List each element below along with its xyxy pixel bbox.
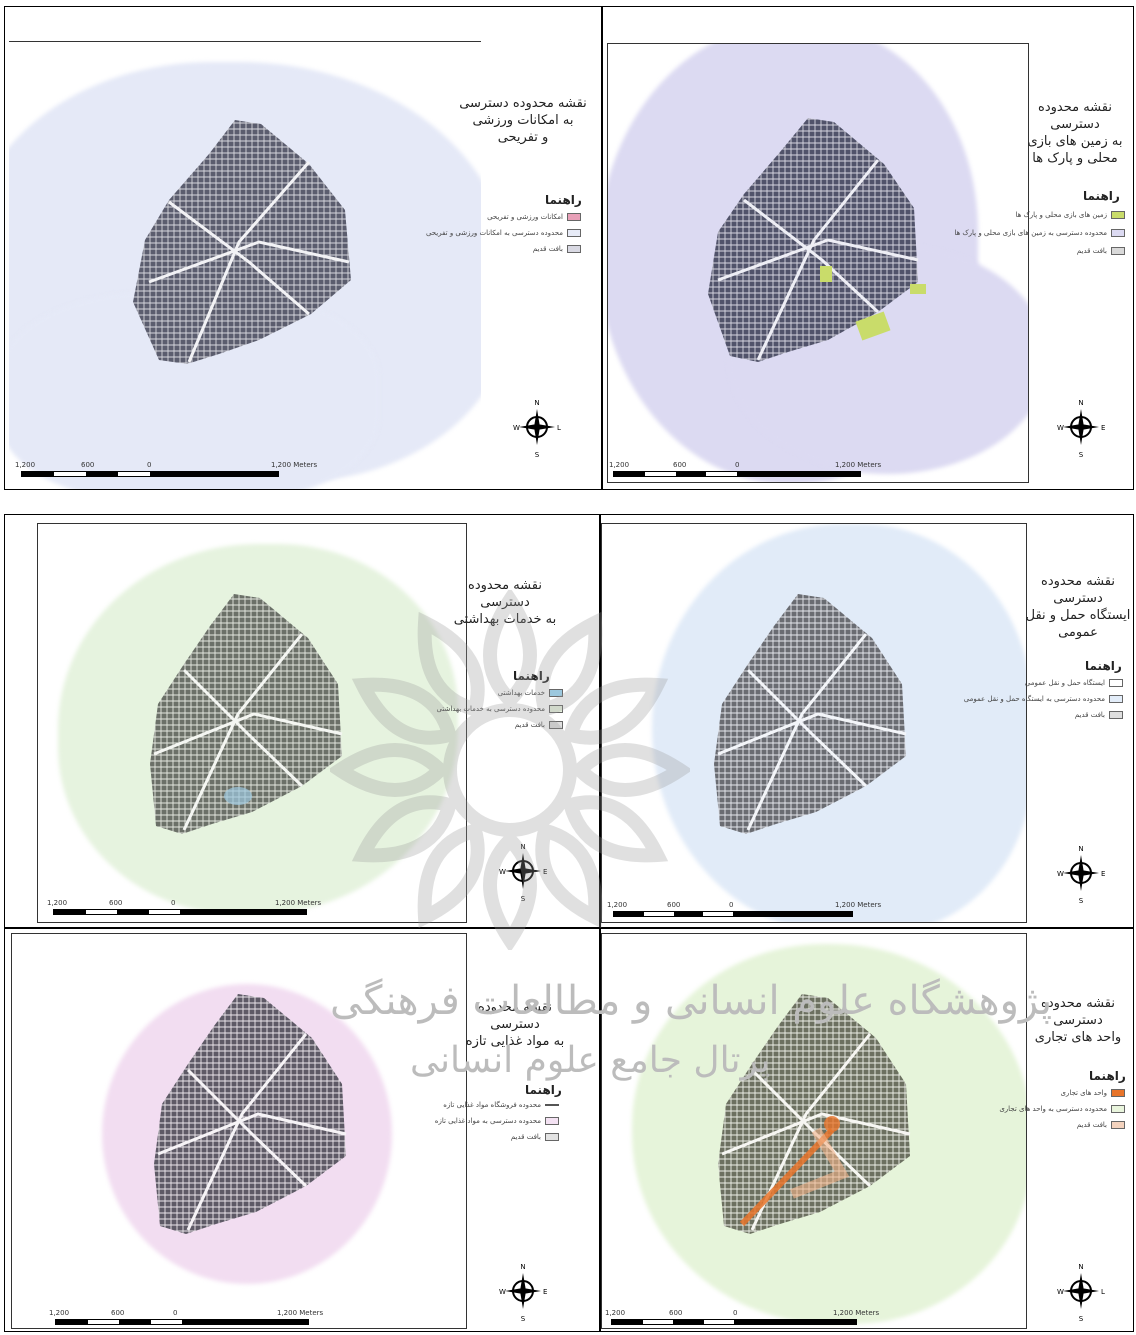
legend-title: راهنما <box>545 193 582 207</box>
svg-text:N: N <box>520 1263 525 1271</box>
scale-bar: 1,200 600 0 1,200 Meters <box>609 461 881 483</box>
svg-text:N: N <box>1078 399 1083 407</box>
svg-text:W: W <box>499 1288 506 1296</box>
map-title: نقشه محدوده دسترسی واحد های تجاری <box>1034 996 1122 1045</box>
legend-item: بافت قدیم <box>1077 1121 1125 1129</box>
old-city-fabric <box>133 120 351 364</box>
legend-item: بافت قدیم <box>511 1133 559 1141</box>
svg-text:S: S <box>1079 451 1084 459</box>
svg-text:W: W <box>513 424 520 432</box>
legend-title: راهنما <box>1089 1069 1126 1083</box>
map-frame <box>11 933 467 1329</box>
svg-text:N: N <box>520 843 525 851</box>
old-city-fabric <box>718 994 911 1234</box>
legend-item: محدوده دسترسی به مواد غذایی تازه <box>435 1117 559 1125</box>
map-panel-parks: نقشه محدوده دسترسی به زمین های بازی محلی و… <box>602 6 1134 490</box>
map-frame <box>9 41 481 489</box>
north-arrow-icon: N S W L <box>1057 1263 1105 1323</box>
svg-text:E: E <box>543 1288 547 1296</box>
legend-title: راهنما <box>513 669 550 683</box>
old-city-fabric <box>714 594 907 834</box>
map-frame <box>607 43 1029 483</box>
legend-item: محدوده دسترسی به امکانات ورزشی و تفریحی <box>426 229 581 237</box>
legend-title: راهنما <box>525 1083 562 1097</box>
north-arrow-icon: N S W L <box>513 399 561 459</box>
scale-bar: 1,200 600 0 1,200 Meters <box>49 1309 323 1331</box>
svg-text:L: L <box>1101 1288 1105 1296</box>
map-title: نقشه محدوده دسترسی به خدمات بهداشتی <box>453 578 557 627</box>
scale-bar: 1,200 600 0 1,200 Meters <box>47 899 321 921</box>
legend-item: امکانات ورزشی و تفریحی <box>487 213 581 221</box>
svg-text:W: W <box>1057 1288 1064 1296</box>
legend-item: محدوده دسترسی به واحد های تجاری <box>999 1105 1125 1113</box>
old-city-fabric <box>154 994 347 1234</box>
svg-text:S: S <box>1079 1315 1084 1323</box>
old-city-fabric <box>150 594 343 834</box>
legend-item: ایستگاه حمل و نقل عمومی <box>1025 679 1123 687</box>
map-frame <box>601 523 1027 923</box>
legend-item: بافت قدیم <box>1077 247 1125 255</box>
north-arrow-icon: N S W E <box>1057 399 1105 459</box>
map-panel-health: نقشه محدوده دسترسی به خدمات بهداشتی راهنم… <box>4 514 600 928</box>
legend-item: بافت قدیم <box>533 245 581 253</box>
legend-item: بافت قدیم <box>1075 711 1123 719</box>
map-panel-commercial: نقشه محدوده دسترسی واحد های تجاری راهنما … <box>600 928 1134 1332</box>
map-panel-food: نقشه محدوده دسترسی به مواد غذایی تازه راه… <box>4 928 600 1332</box>
legend-item: محدوده دسترسی به خدمات بهداشتی <box>437 705 563 713</box>
map-panel-sports: نقشه محدوده دسترسی به امکانات ورزشی و تفری… <box>4 6 602 490</box>
map-frame <box>601 933 1027 1329</box>
svg-text:N: N <box>1078 845 1083 853</box>
north-arrow-icon: N S W E <box>499 843 547 903</box>
legend-item: خدمات بهداشتی <box>498 689 563 697</box>
scale-bar: 1,200 600 0 1,200 Meters <box>15 461 317 483</box>
map-title: نقشه محدوده دسترسی ایستگاه حمل و نقل عمومی <box>1025 574 1131 640</box>
legend-item: محدوده فروشگاه مواد غذایی تازه <box>443 1101 559 1109</box>
svg-text:N: N <box>1078 1263 1083 1271</box>
svg-text:L: L <box>557 424 561 432</box>
legend-title: راهنما <box>1083 189 1120 203</box>
svg-text:S: S <box>1079 897 1084 905</box>
svg-text:S: S <box>535 451 540 459</box>
svg-text:W: W <box>1057 424 1064 432</box>
old-city-fabric <box>708 118 926 362</box>
svg-text:S: S <box>521 895 526 903</box>
map-title: نقشه محدوده دسترسی به مواد غذایی تازه <box>465 1000 565 1049</box>
north-arrow-icon: N S W E <box>499 1263 547 1323</box>
svg-text:S: S <box>521 1315 526 1323</box>
map-title: نقشه محدوده دسترسی به امکانات ورزشی و تفری… <box>459 96 587 145</box>
map-panel-transit: نقشه محدوده دسترسی ایستگاه حمل و نقل عمومی… <box>600 514 1134 928</box>
legend-item: بافت قدیم <box>515 721 563 729</box>
legend-item: محدوده دسترسی به ایستگاه حمل و نقل عمومی <box>964 695 1123 703</box>
svg-text:W: W <box>499 868 506 876</box>
legend-title: راهنما <box>1085 659 1122 673</box>
legend-item: محدوده دسترسی به زمین های بازی محلی و پا… <box>954 229 1125 237</box>
svg-text:N: N <box>534 399 539 407</box>
north-arrow-icon: N S W E <box>1057 845 1105 905</box>
map-frame <box>37 523 467 923</box>
legend-item: واحد های تجاری <box>1060 1089 1125 1097</box>
svg-text:E: E <box>1101 424 1105 432</box>
legend-item: زمین های بازی محلی و پارک ها <box>1015 211 1125 219</box>
svg-text:E: E <box>1101 870 1105 878</box>
svg-text:E: E <box>543 868 547 876</box>
map-title: نقشه محدوده دسترسی به زمین های بازی محلی و… <box>1027 100 1123 166</box>
scale-bar: 1,200 600 0 1,200 Meters <box>605 1309 879 1331</box>
svg-text:W: W <box>1057 870 1064 878</box>
scale-bar: 1,200 600 0 1,200 Meters <box>607 901 881 923</box>
